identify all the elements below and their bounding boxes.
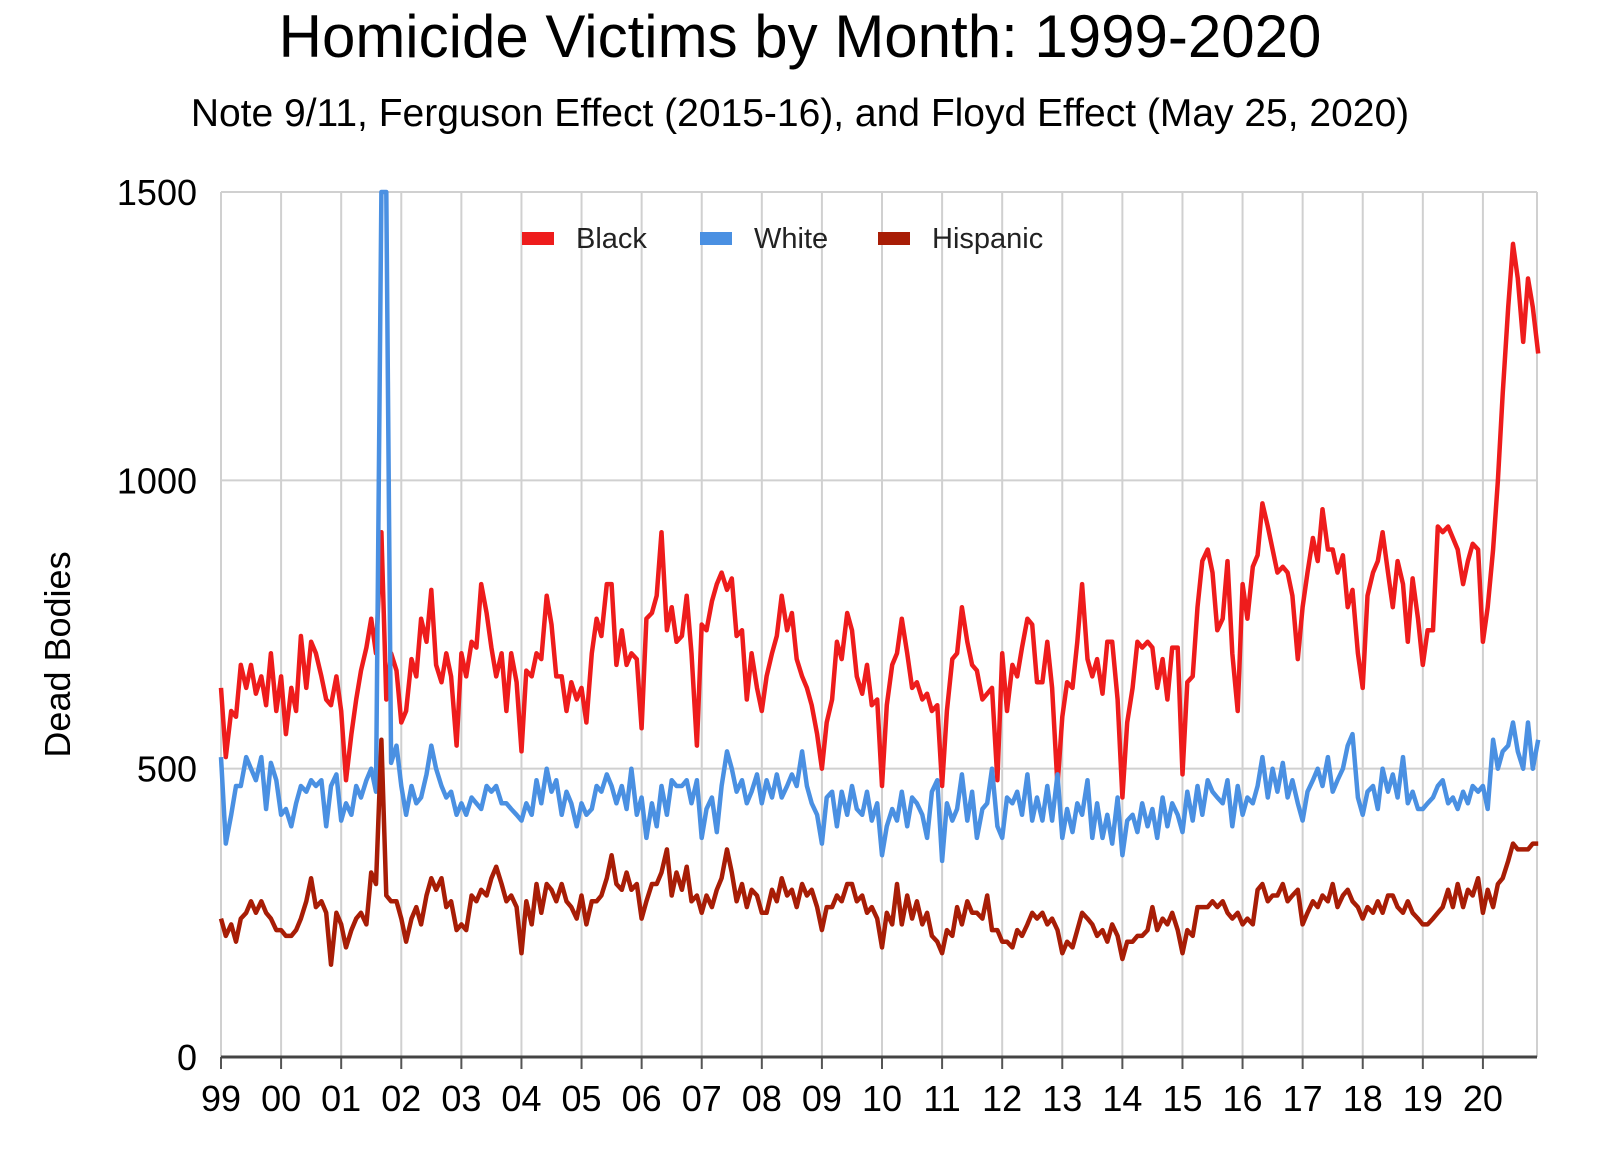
x-tick-label: 15 — [1162, 1078, 1202, 1119]
y-tick-label: 1500 — [117, 172, 197, 213]
x-tick-label: 19 — [1403, 1078, 1443, 1119]
series-line-white — [218, 189, 1541, 864]
legend-label-hispanic: Hispanic — [932, 223, 1043, 255]
y-axis-ticks: 0 500 1000 1500 — [117, 172, 197, 1078]
x-tick-label: 08 — [742, 1078, 782, 1119]
x-tick-label: 99 — [201, 1078, 241, 1119]
x-tick-label: 00 — [261, 1078, 301, 1119]
x-tick-label: 04 — [501, 1078, 541, 1119]
x-tick-label: 09 — [802, 1078, 842, 1119]
x-tick-label: 01 — [321, 1078, 361, 1119]
series-line-hispanic — [218, 737, 1539, 967]
x-tick-label: 03 — [441, 1078, 481, 1119]
x-tick-label: 14 — [1102, 1078, 1142, 1119]
y-axis-label: Dead Bodies — [37, 551, 78, 757]
x-tick-label: 05 — [562, 1078, 602, 1119]
legend-label-white: White — [754, 223, 828, 255]
x-tick-label: 11 — [923, 1078, 960, 1119]
x-tick-label: 20 — [1463, 1078, 1503, 1119]
series-lines — [218, 189, 1541, 967]
series-line-black — [218, 241, 1541, 800]
x-tick-label: 10 — [862, 1078, 902, 1119]
chart-subtitle: Note 9/11, Ferguson Effect (2015-16), an… — [190, 92, 1410, 135]
legend-swatch-hispanic — [878, 232, 910, 245]
y-tick-label: 500 — [137, 749, 197, 790]
legend-swatch-black — [522, 232, 554, 245]
y-tick-label: 0 — [177, 1037, 197, 1078]
chart-title: Homicide Victims by Month: 1999-2020 — [278, 3, 1322, 70]
legend-label-black: Black — [576, 223, 647, 255]
x-tick-label: 16 — [1223, 1078, 1263, 1119]
legend-swatch-white — [700, 232, 732, 245]
x-tick-label: 13 — [1042, 1078, 1082, 1119]
x-tick-label: 06 — [622, 1078, 662, 1119]
x-tick-label: 02 — [381, 1078, 421, 1119]
y-tick-label: 1000 — [117, 460, 197, 501]
x-tick-label: 12 — [982, 1078, 1022, 1119]
x-tick-label: 17 — [1283, 1078, 1323, 1119]
x-tick-label: 07 — [682, 1078, 722, 1119]
x-axis-ticks: 99 00 01 02 03 04 05 06 07 08 09 10 11 12 13 14 15 16 17 18… — [201, 1078, 1503, 1119]
x-tick-label: 18 — [1343, 1078, 1383, 1119]
legend: Black White Hispanic — [522, 223, 1043, 255]
